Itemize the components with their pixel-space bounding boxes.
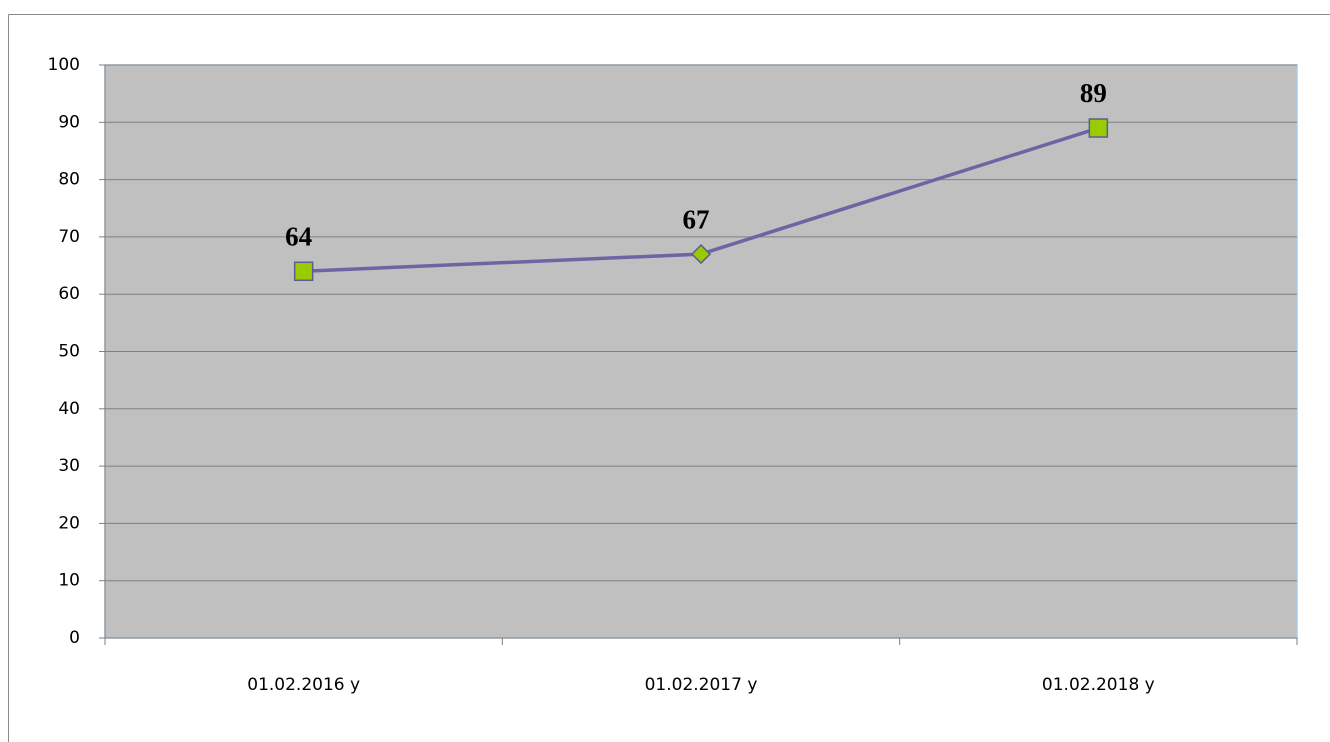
x-tick-label: 01.02.2016 y xyxy=(247,675,360,695)
y-tick-label: 100 xyxy=(48,55,80,75)
x-tick-label: 01.02.2017 y xyxy=(645,675,758,695)
data-label: 89 xyxy=(1080,78,1107,108)
y-tick-label: 10 xyxy=(58,571,80,591)
y-tick-label: 70 xyxy=(58,227,80,247)
marker xyxy=(293,261,314,282)
y-tick-label: 0 xyxy=(69,628,80,648)
y-tick-label: 60 xyxy=(58,284,80,304)
marker xyxy=(1088,118,1109,138)
y-tick-label: 40 xyxy=(58,399,80,419)
data-label: 64 xyxy=(285,221,312,251)
marker xyxy=(690,244,712,265)
y-tick-label: 80 xyxy=(58,170,80,190)
y-tick-label: 50 xyxy=(58,342,80,362)
data-label: 67 xyxy=(683,204,710,234)
x-tick-label: 01.02.2018 y xyxy=(1042,675,1155,695)
y-tick-label: 90 xyxy=(58,112,80,132)
y-tick-label: 30 xyxy=(58,456,80,476)
y-tick-label: 20 xyxy=(58,513,80,533)
